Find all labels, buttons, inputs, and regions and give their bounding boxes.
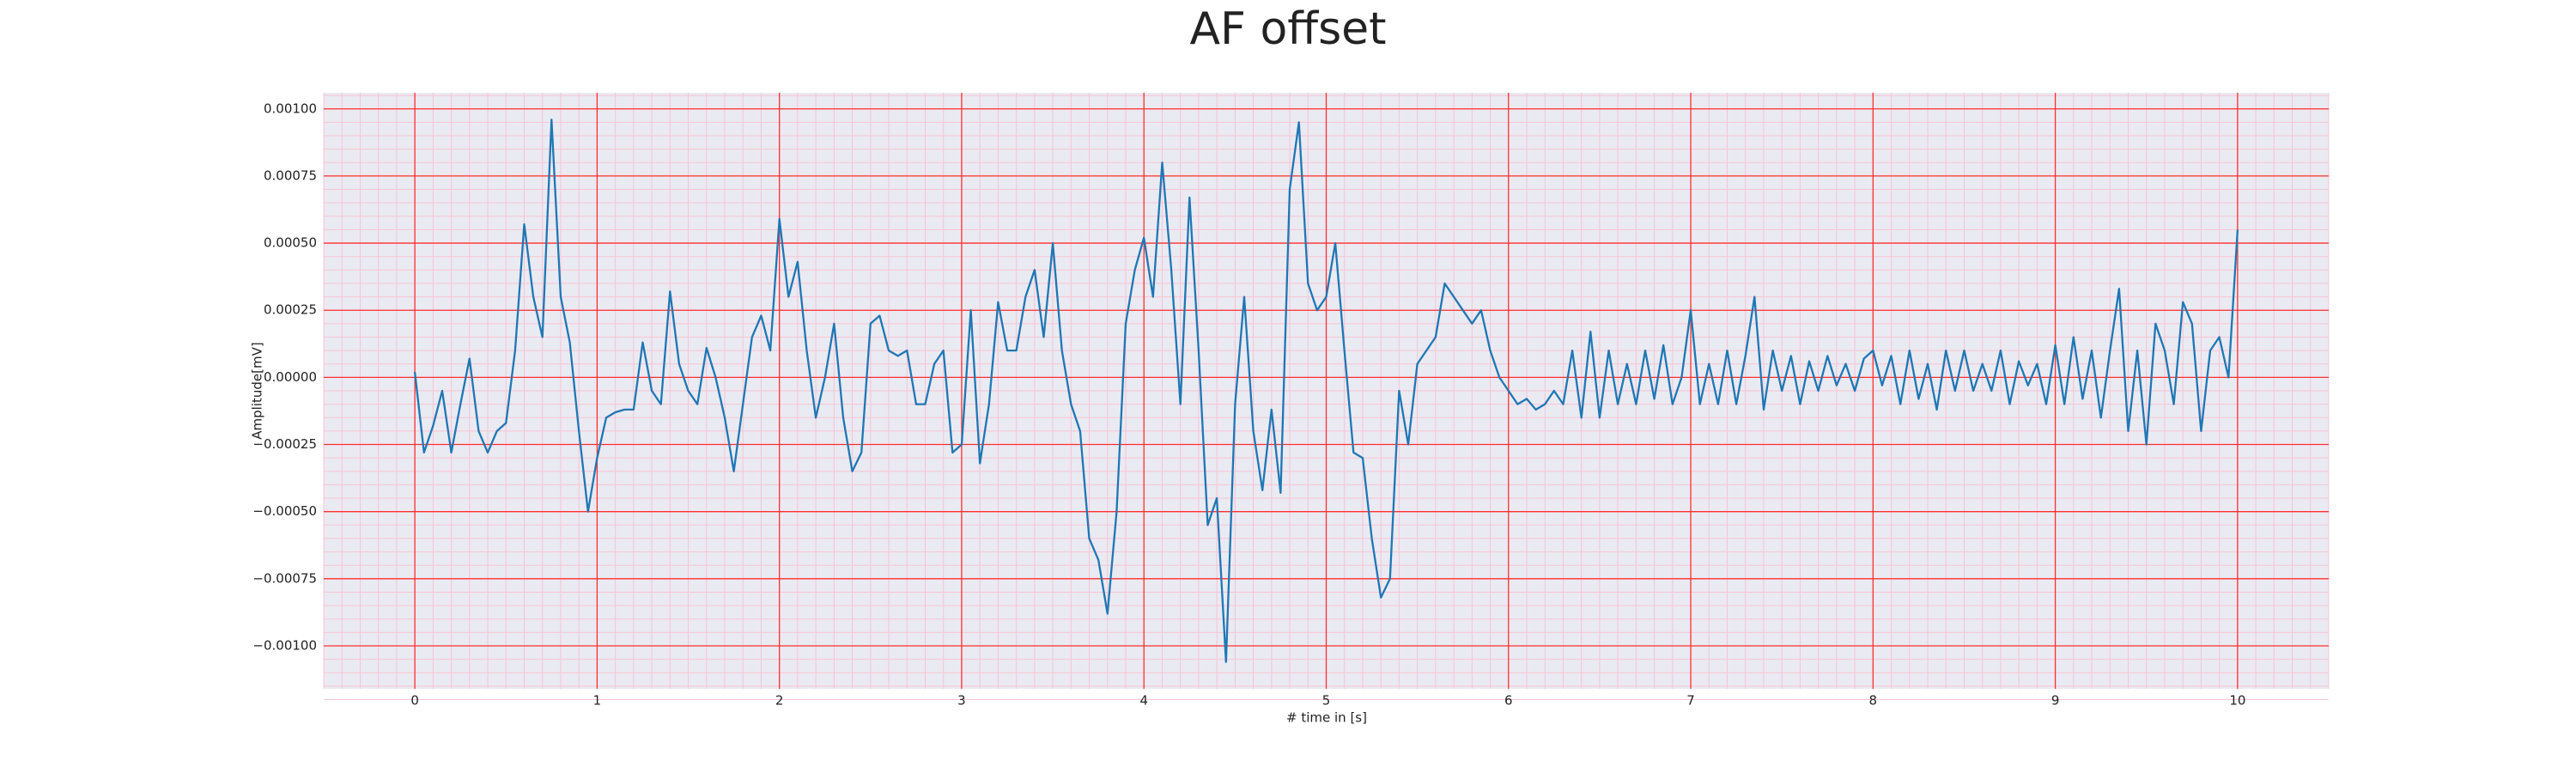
y-tick-label: −0.00075: [252, 570, 317, 586]
x-axis-label: # time in [s]: [1286, 710, 1367, 726]
x-tick-label: 5: [1322, 693, 1331, 709]
y-tick-label: 0.00100: [264, 100, 317, 116]
y-tick-label: 0.00075: [264, 167, 317, 183]
x-tick-label: 10: [2229, 693, 2245, 709]
x-tick-label: 7: [1686, 693, 1695, 709]
y-tick-label: −0.00025: [252, 436, 317, 452]
y-tick-label: 0.00050: [264, 235, 317, 251]
y-tick-label: −0.00050: [252, 503, 317, 519]
y-tick-label: −0.00100: [252, 637, 317, 653]
chart-title: AF offset: [1189, 3, 1386, 55]
x-tick-label: 0: [410, 693, 419, 709]
y-axis-label: Amplitude[mV]: [250, 342, 265, 439]
x-tick-label: 6: [1504, 693, 1513, 709]
y-tick-label: 0.00025: [264, 302, 317, 318]
x-tick-label: 8: [1869, 693, 1878, 709]
data-line: [413, 119, 2239, 663]
x-tick-label: 1: [593, 693, 602, 709]
x-tick-label: 4: [1139, 693, 1148, 709]
x-tick-label: 2: [775, 693, 784, 709]
x-tick-label: 9: [2051, 693, 2060, 709]
y-tick-label: 0.00000: [264, 369, 317, 385]
x-tick-label: 3: [957, 693, 966, 709]
